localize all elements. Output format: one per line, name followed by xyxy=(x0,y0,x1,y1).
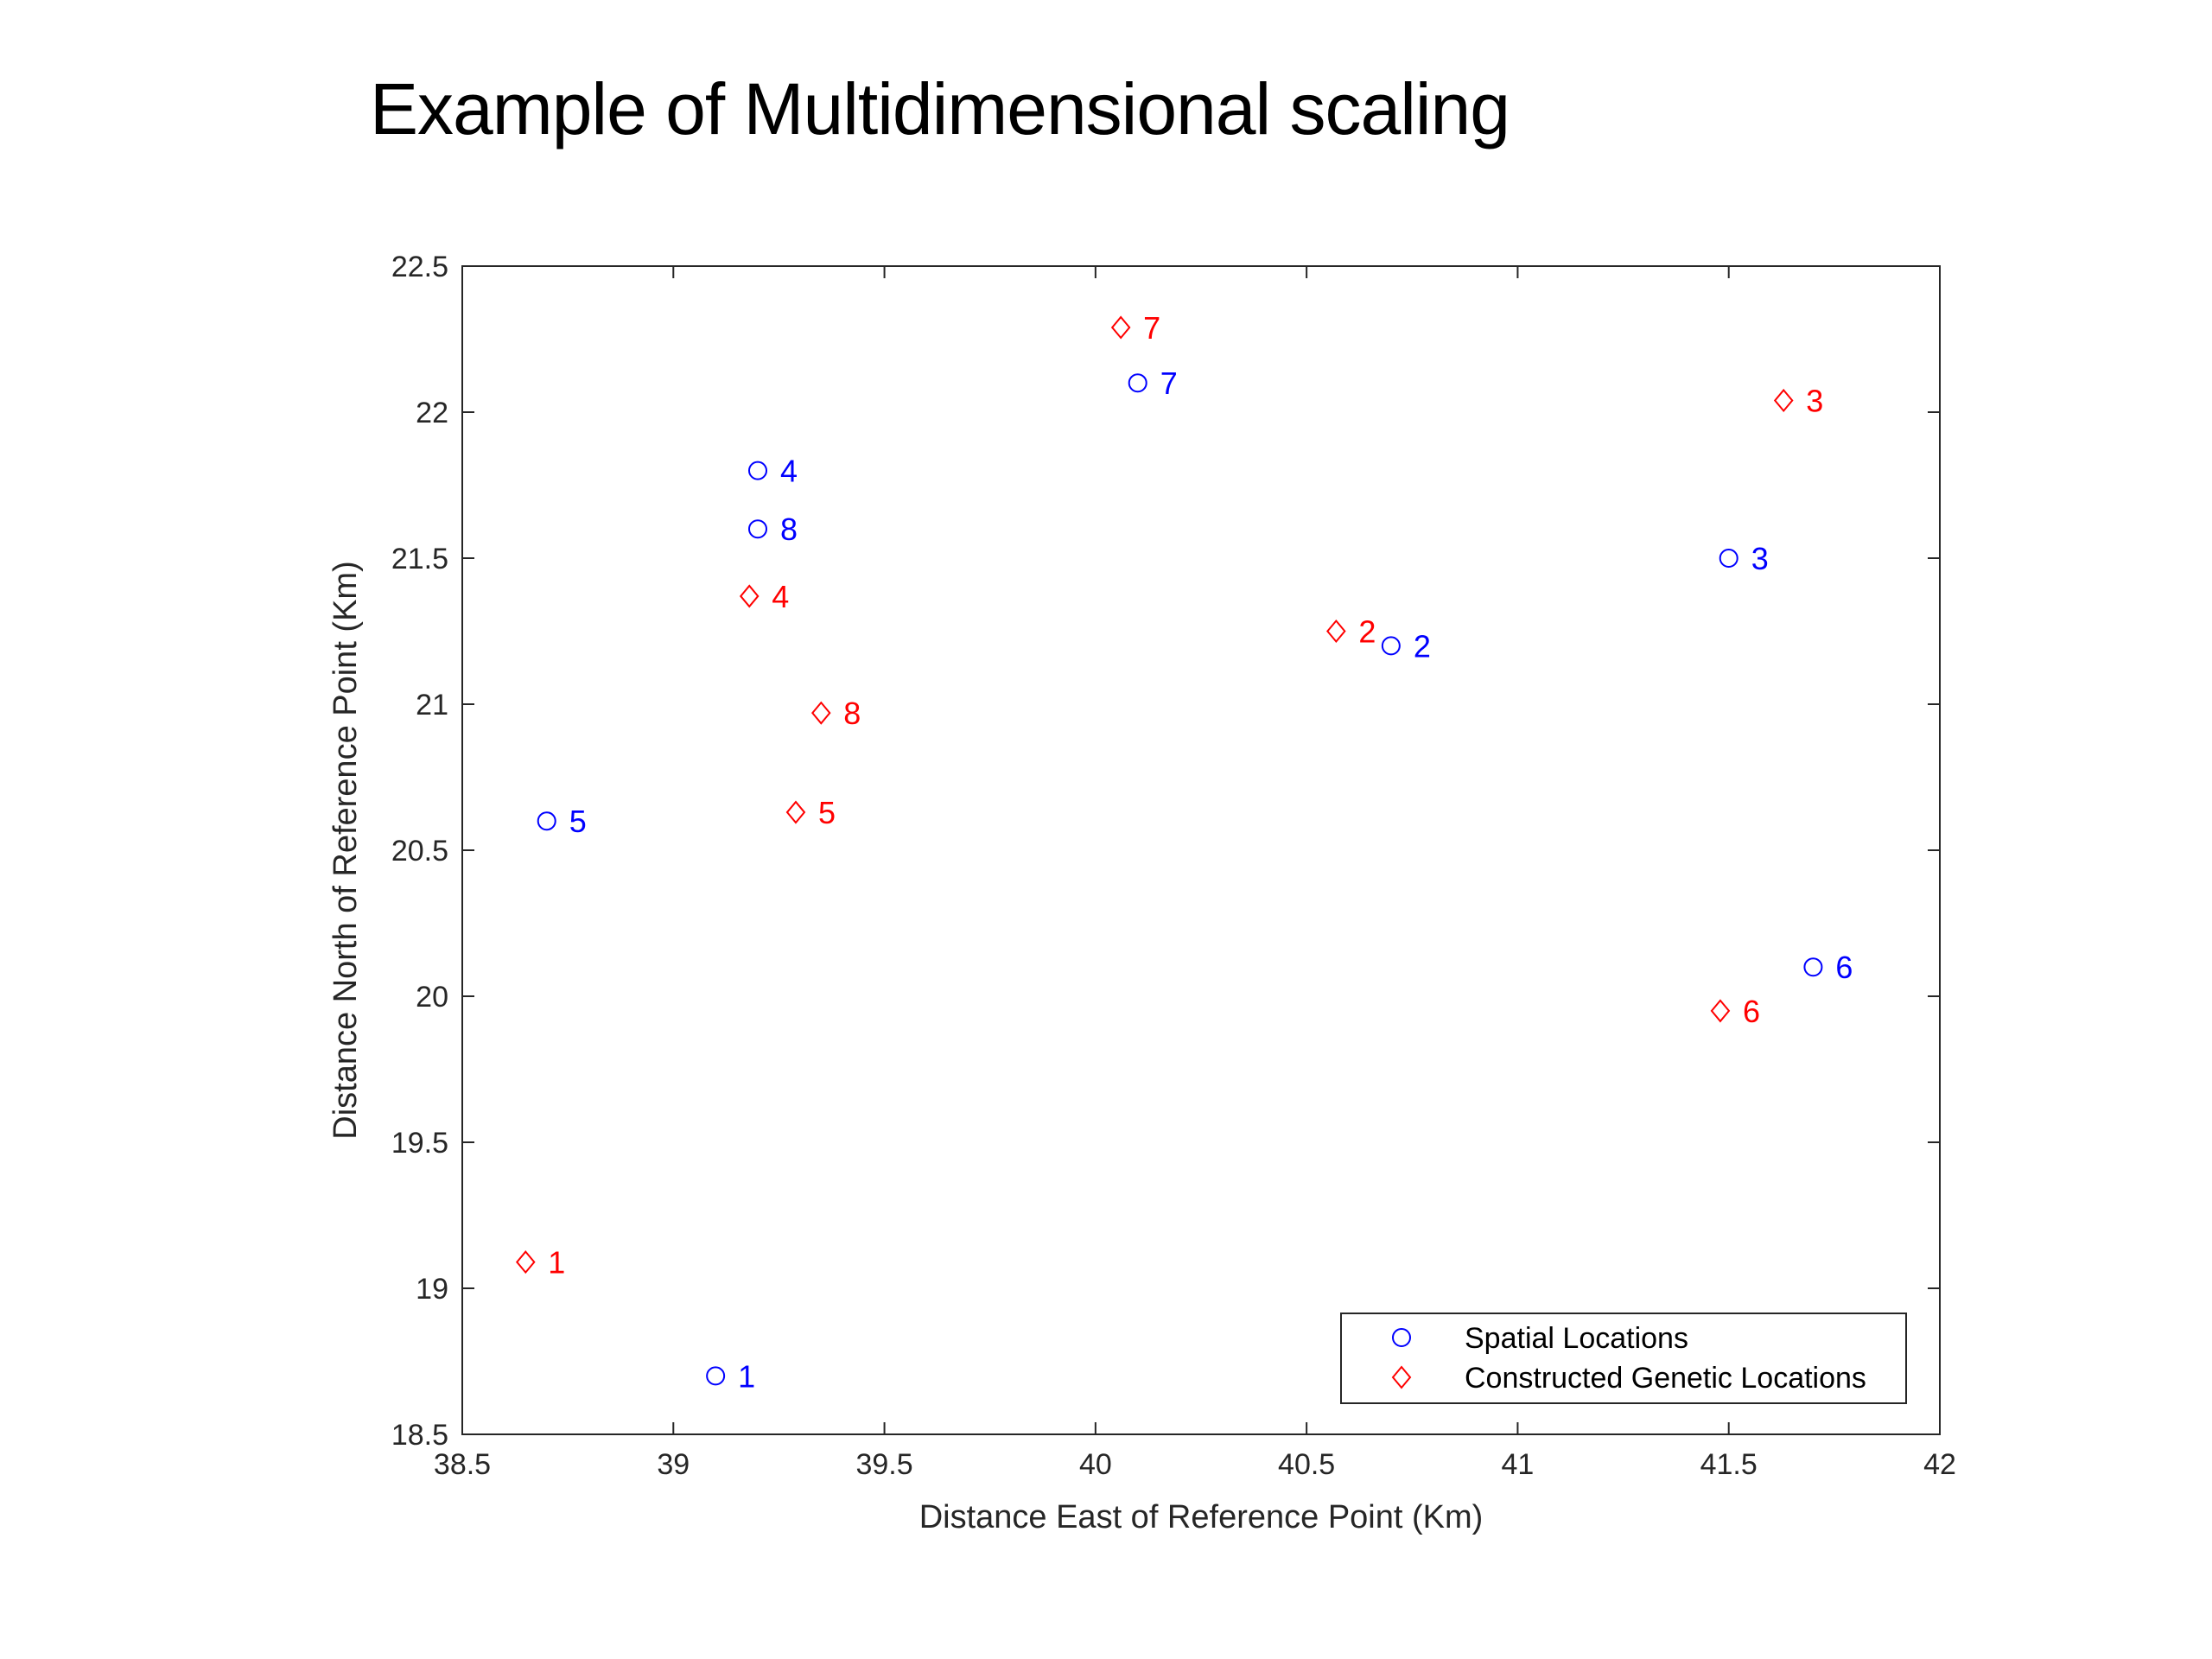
legend-diamond-marker xyxy=(1391,1365,1412,1389)
y-tick-label: 18.5 xyxy=(391,1419,448,1452)
diamond-marker xyxy=(1773,388,1794,413)
point-label: 2 xyxy=(1358,614,1376,650)
point-label: 2 xyxy=(1414,628,1431,664)
y-tick-label: 20.5 xyxy=(391,835,448,868)
point-label: 6 xyxy=(1835,950,1853,985)
x-tick-label: 41.5 xyxy=(1700,1448,1758,1481)
x-tick-label: 40 xyxy=(1079,1448,1112,1481)
point-label: 6 xyxy=(1743,994,1760,1029)
series-genetic-locations: 1 2 3 4 5 6 7 8 xyxy=(515,310,1823,1281)
point-label: 8 xyxy=(843,696,861,731)
y-tick-label: 20 xyxy=(416,981,448,1014)
point-label: 3 xyxy=(1751,541,1769,576)
diamond-marker xyxy=(810,701,831,725)
y-tick-label: 21 xyxy=(416,689,448,721)
circle-marker xyxy=(748,519,767,539)
point-label: 8 xyxy=(780,512,798,547)
y-tick-label: 22 xyxy=(416,397,448,429)
y-tick-label: 21.5 xyxy=(391,543,448,575)
circle-marker xyxy=(1381,636,1401,656)
y-axis-label: Distance North of Reference Point (Km) xyxy=(327,561,364,1140)
data-points: 1 2 3 4 5 6 7 8 1 2 3 4 5 6 7 8 xyxy=(515,310,1853,1394)
y-tick-labels: 18.5 19 19.5 20 20.5 21 21.5 22 22.5 xyxy=(391,251,448,1452)
legend-entry-label: Constructed Genetic Locations xyxy=(1465,1362,1866,1395)
point-label: 4 xyxy=(772,579,789,614)
point-label: 7 xyxy=(1160,365,1178,401)
point-label: 1 xyxy=(738,1358,755,1394)
plot-frame xyxy=(461,265,1941,1435)
x-tick-labels: 38.5 39 39.5 40 40.5 41 41.5 42 xyxy=(434,1448,1956,1481)
x-tick-label: 39 xyxy=(657,1448,690,1481)
point-label: 1 xyxy=(548,1245,565,1281)
slide-title: Example of Multidimensional scaling xyxy=(370,68,1510,149)
point-label: 3 xyxy=(1806,383,1823,418)
y-tick-label: 19 xyxy=(416,1273,448,1306)
legend-entry-label: Spatial Locations xyxy=(1465,1322,1688,1355)
circle-marker xyxy=(1128,373,1147,393)
point-label: 7 xyxy=(1143,310,1160,346)
diamond-marker xyxy=(785,800,806,824)
x-tick-label: 42 xyxy=(1923,1448,1956,1481)
diamond-marker xyxy=(1326,619,1346,644)
legend-items: Spatial Locations Constructed Genetic Loc… xyxy=(1391,1322,1866,1395)
legend-box xyxy=(1340,1313,1907,1404)
y-tick-label: 22.5 xyxy=(391,251,448,283)
circle-marker xyxy=(748,461,767,480)
x-tick-label: 40.5 xyxy=(1278,1448,1335,1481)
circle-marker xyxy=(1719,549,1738,568)
x-axis-label: Distance East of Reference Point (Km) xyxy=(919,1499,1484,1535)
x-tick-label: 41 xyxy=(1502,1448,1535,1481)
y-tick-label: 19.5 xyxy=(391,1127,448,1160)
circle-marker xyxy=(1803,957,1823,977)
point-label: 4 xyxy=(780,454,798,489)
x-tick-label: 39.5 xyxy=(855,1448,912,1481)
legend-circle-marker xyxy=(1392,1328,1411,1347)
point-label: 5 xyxy=(818,795,836,830)
series-spatial-locations: 1 2 3 4 5 6 7 8 xyxy=(537,365,1853,1394)
legend: Spatial Locations Constructed Genetic Loc… xyxy=(1340,1313,1907,1404)
diamond-marker xyxy=(739,584,760,608)
point-label: 5 xyxy=(569,804,587,839)
diamond-marker xyxy=(515,1250,536,1274)
circle-marker xyxy=(706,1366,726,1386)
axis-ticks xyxy=(461,265,1941,1435)
circle-marker xyxy=(537,811,556,831)
x-tick-label: 38.5 xyxy=(434,1448,491,1481)
diamond-marker xyxy=(1110,315,1131,340)
diamond-marker xyxy=(1710,999,1731,1023)
